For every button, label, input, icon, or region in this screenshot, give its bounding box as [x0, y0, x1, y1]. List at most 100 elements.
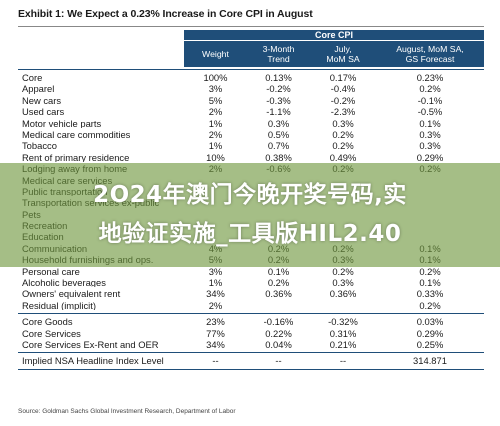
row-value: -0.32% [328, 316, 358, 328]
row-value: 0.2% [332, 128, 354, 140]
table-row: Core Services Ex-Rent and OER 34% 0.04% 0.2… [18, 339, 484, 350]
row-value: 0.2% [419, 265, 441, 277]
row-value: 0.03% [416, 316, 444, 328]
row-value: 0.49% [329, 151, 357, 163]
row-value: 0.29% [416, 151, 444, 163]
source-note: Source: Goldman Sachs Global Investment … [18, 408, 236, 415]
row-value: 2% [208, 106, 223, 118]
row-value: 0.33% [416, 288, 444, 300]
row-value: 1% [208, 140, 223, 152]
row-value: -0.4% [330, 83, 356, 95]
row-label: Core Services [22, 328, 81, 338]
row-value: 0.13% [265, 71, 292, 83]
banner-text-line-1: 2O24年澳门今晚开奖号码,实 [93, 182, 407, 208]
row-label: Core Goods [22, 317, 73, 327]
table-header: Core CPI Weight 3-Month Trend July, MoM … [18, 30, 484, 67]
row-label: Motor vehicle parts [22, 118, 102, 128]
row-value: 3% [208, 265, 223, 277]
row-value: 0.3% [419, 128, 441, 140]
row-value: -0.1% [417, 94, 443, 106]
row-value: -1.1% [266, 106, 291, 118]
row-value: -0.2% [266, 83, 291, 95]
row-value: 77% [206, 327, 225, 339]
row-value: -2.3% [330, 106, 356, 118]
table-row: Rent of primary residence 10% 0.38% 0.49% 0.… [18, 152, 484, 163]
column-header-july: July, MoM SA [326, 43, 360, 65]
table-row: Owners' equivalent rent 34% 0.36% 0.36% 0.33… [18, 288, 484, 299]
row-value: 2% [208, 299, 223, 311]
row-value: 0.36% [265, 288, 292, 300]
row-value: 0.21% [329, 338, 357, 350]
row-value: 0.29% [416, 327, 444, 339]
column-header-weight: Weight [202, 48, 229, 59]
overlay-banner [0, 163, 500, 267]
table-row: Core Goods 23% -0.16% -0.32% 0.03% [18, 316, 484, 327]
row-value: 0.3% [267, 117, 290, 129]
nsa-divider [18, 352, 484, 354]
row-value: 0.36% [329, 288, 357, 300]
row-value: 0.23% [416, 71, 444, 83]
row-value: 0.2% [332, 265, 354, 277]
column-header-3month-trend: 3-Month Trend [262, 43, 295, 65]
table-row: Tobacco 1% 0.7% 0.2% 0.3% [18, 140, 484, 151]
row-value: 0.7% [267, 140, 290, 152]
group-header: Core CPI [184, 30, 484, 40]
row-value: 3% [208, 83, 223, 95]
table-row: Medical care commodities 2% 0.5% 0.2% 0.3% [18, 129, 484, 140]
exhibit-title: Exhibit 1: We Expect a 0.23% Increase in… [18, 8, 313, 20]
row-value: 0.04% [265, 338, 292, 350]
row-label: Owners' equivalent rent [22, 289, 121, 299]
row-value: 100% [203, 71, 228, 83]
table-row: New cars 5% -0.3% -0.2% -0.1% [18, 95, 484, 106]
row-value: 2% [208, 128, 223, 140]
row-value: 34% [206, 338, 225, 350]
row-label: Used cars [22, 107, 65, 117]
nsa-row: Implied NSA Headline Index Level -- -- -… [22, 355, 447, 367]
row-value: 0.2% [419, 83, 441, 95]
row-value: 0.2% [332, 140, 354, 152]
row-label: Rent of primary residence [22, 152, 130, 163]
row-value: 0.3% [332, 117, 354, 129]
row-value: 10% [206, 151, 225, 163]
table-row: Motor vehicle parts 1% 0.3% 0.3% 0.1% [18, 118, 484, 129]
row-value: 0.1% [267, 265, 290, 277]
row-label: Tobacco [22, 141, 57, 151]
row-label: Core Services Ex-Rent and OER [22, 339, 159, 350]
row-value: 34% [206, 288, 225, 300]
row-label: New cars [22, 95, 62, 106]
row-value: 0.38% [265, 151, 292, 163]
row-value: 23% [206, 316, 225, 328]
row-value: -0.3% [266, 94, 291, 106]
row-value: 0.3% [332, 277, 354, 289]
row-value: 1% [208, 117, 223, 129]
row-value: 0.25% [416, 338, 444, 350]
bottom-divider [18, 368, 484, 370]
table-row: Core Services 77% 0.22% 0.31% 0.29% [18, 328, 484, 339]
row-value: 0.22% [265, 327, 292, 339]
row-value: -0.5% [417, 106, 443, 118]
summary-divider [18, 313, 484, 315]
header-divider [18, 69, 484, 70]
row-label: Alcoholic beverages [22, 278, 106, 288]
row-value: 0.17% [329, 71, 357, 83]
table-row: Apparel 3% -0.2% -0.4% 0.2% [18, 83, 484, 94]
row-label: Apparel [22, 84, 55, 94]
row-value: 0.31% [329, 327, 357, 339]
row-value: -0.2% [330, 94, 356, 106]
column-header-august-forecast: August, MoM SA, GS Forecast [396, 43, 464, 65]
row-value: 0.1% [419, 117, 441, 129]
summary-rows: Core Goods 23% -0.16% -0.32% 0.03% Core Servi… [18, 316, 484, 350]
row-label: Residual (implicit) [22, 300, 96, 311]
title-divider [18, 26, 484, 27]
banner-text-line-2: 地验证实施_工具版HIL2.40 [98, 221, 402, 247]
row-value: -0.16% [263, 316, 294, 328]
row-label: Personal care [22, 266, 80, 277]
row-value: 0.2% [419, 299, 441, 311]
row-value: 0.5% [267, 128, 290, 140]
row-value: 1% [208, 277, 223, 289]
table-row: Used cars 2% -1.1% -2.3% -0.5% [18, 106, 484, 117]
table-row: Core 100% 0.13% 0.17% 0.23% [18, 72, 484, 83]
table-row: Alcoholic beverages 1% 0.2% 0.3% 0.1% [18, 277, 484, 288]
row-value: 0.1% [419, 277, 441, 289]
row-value: 5% [208, 94, 223, 106]
